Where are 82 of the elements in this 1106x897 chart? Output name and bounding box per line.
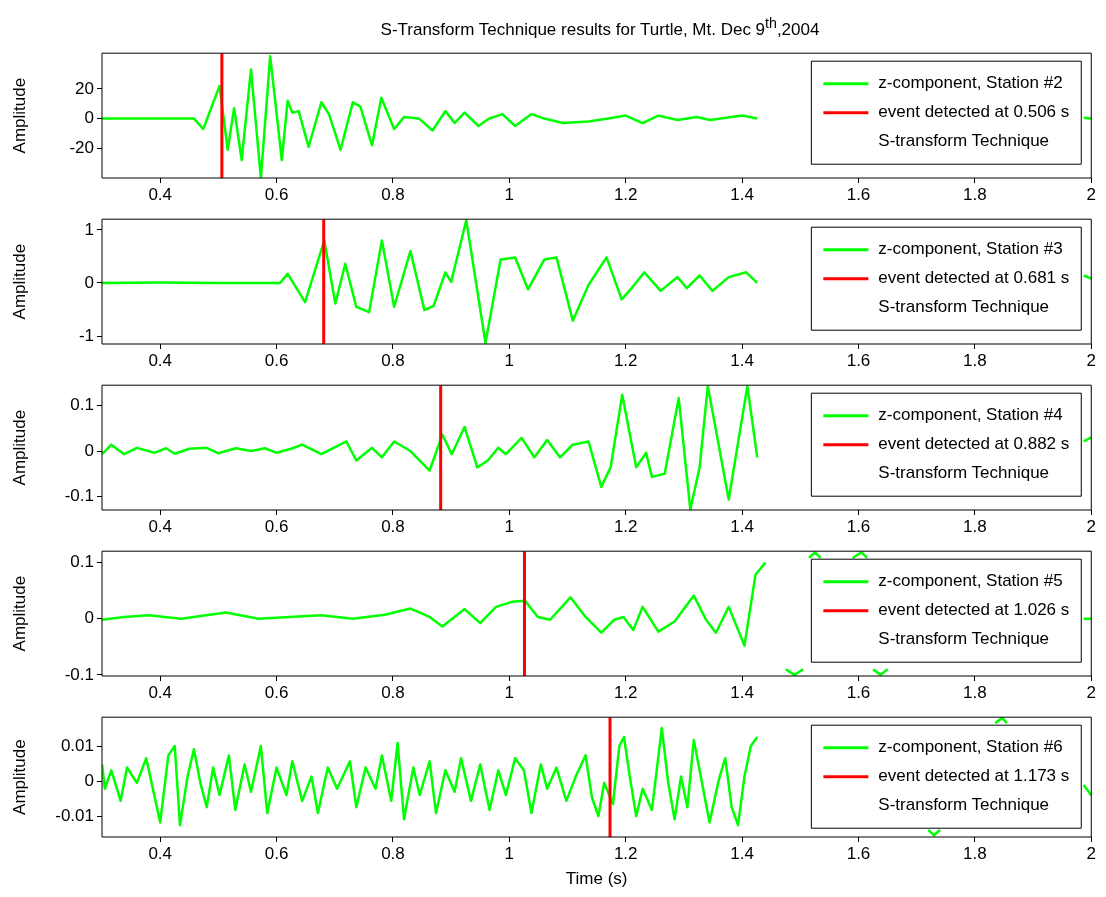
x-tick-label: 1.8 (963, 682, 987, 702)
legend-label: event detected at 1.026 s (878, 600, 1070, 620)
x-tick-label: 1.6 (846, 843, 871, 863)
y-tick-label: 0 (84, 771, 94, 791)
legend-label: event detected at 1.173 s (878, 766, 1070, 786)
x-tick-label: 0.6 (264, 843, 289, 863)
y-tick-label: 0 (84, 440, 94, 460)
y-tick-label: -0.01 (55, 805, 94, 825)
x-tick-label: 1 (504, 516, 515, 536)
x-tick-label: 0.6 (264, 516, 289, 536)
y-tick-label: -0.1 (64, 664, 94, 684)
x-tick-label: 1.6 (846, 184, 871, 204)
x-tick-label: 2 (1086, 843, 1097, 863)
y-tick-label: -20 (69, 137, 94, 157)
x-tick-label: 1.8 (963, 843, 987, 863)
annotation: S-transform Technique (878, 795, 1050, 815)
y-tick-label: 1 (84, 219, 94, 239)
x-tick-label: 1.6 (846, 350, 871, 370)
legend-label: z-component, Station #4 (878, 405, 1063, 425)
legend-label: z-component, Station #2 (878, 73, 1063, 93)
x-tick-label: 1.8 (963, 516, 987, 536)
x-tick-label: 2 (1086, 516, 1097, 536)
x-tick-label: 1.2 (613, 184, 638, 204)
y-axis-title: Amplitude (9, 739, 29, 815)
annotation: S-transform Technique (878, 463, 1050, 483)
x-tick-label: 2 (1086, 184, 1097, 204)
y-axis-title: Amplitude (9, 409, 29, 486)
legend-label: z-component, Station #3 (878, 239, 1063, 259)
x-tick-label: 1.2 (613, 350, 638, 370)
x-tick-label: 2 (1086, 350, 1097, 370)
y-tick-label: 0.1 (70, 552, 94, 572)
y-tick-label: 0.1 (70, 395, 94, 415)
y-tick-label: 0 (84, 272, 94, 292)
x-tick-label: 0.8 (381, 516, 405, 536)
x-tick-label: 0.8 (381, 843, 405, 863)
x-tick-label: 1.4 (730, 184, 754, 204)
annotation: S-transform Technique (878, 629, 1050, 649)
y-axis-title: Amplitude (9, 243, 29, 320)
x-tick-label: 0.4 (148, 682, 173, 702)
x-tick-label: 0.8 (381, 184, 405, 204)
legend-label: z-component, Station #5 (878, 571, 1063, 591)
y-tick-label: 0 (84, 108, 94, 128)
annotation: S-transform Technique (878, 131, 1050, 151)
x-tick-label: 1.4 (730, 350, 754, 370)
x-tick-label: 0.6 (264, 184, 289, 204)
x-tick-label: 1.4 (730, 843, 754, 863)
legend-label: event detected at 0.506 s (878, 102, 1070, 122)
x-tick-label: 0.6 (264, 350, 289, 370)
x-tick-label: 0.4 (148, 350, 173, 370)
y-axis-title: Amplitude (9, 575, 29, 652)
x-tick-label: 1.6 (846, 516, 871, 536)
x-tick-label: 1 (504, 184, 515, 204)
x-tick-label: 0.8 (381, 682, 405, 702)
x-tick-label: 1 (504, 350, 515, 370)
annotation: S-transform Technique (878, 297, 1050, 317)
x-tick-label: 1.4 (730, 682, 754, 702)
x-tick-label: 1.8 (963, 350, 987, 370)
x-tick-label: 0.4 (148, 843, 173, 863)
x-tick-label: 0.4 (148, 516, 173, 536)
x-tick-label: 1.4 (730, 516, 754, 536)
x-tick-label: 1.2 (613, 682, 638, 702)
x-tick-label: 1.8 (963, 184, 987, 204)
x-tick-label: 1.2 (613, 843, 638, 863)
y-tick-label: -0.1 (64, 486, 94, 506)
y-tick-label: 20 (75, 78, 94, 98)
y-tick-label: -1 (78, 325, 94, 345)
chart-title: S-Transform Technique results for Turtle, Mt. Dec 9$^{th}$,2004 (380, 15, 820, 40)
y-axis-title: Amplitude (9, 77, 29, 154)
legend-label: event detected at 0.882 s (878, 434, 1070, 454)
legend-label: event detected at 0.681 s (878, 268, 1070, 288)
y-tick-label: 0.01 (60, 736, 94, 756)
y-tick-label: 0 (84, 608, 94, 628)
x-axis-title: Time (s) (565, 869, 628, 889)
x-tick-label: 0.6 (264, 682, 289, 702)
legend-label: z-component, Station #6 (878, 737, 1063, 757)
x-tick-label: 1.2 (613, 516, 638, 536)
x-tick-label: 1 (504, 682, 515, 702)
x-tick-label: 2 (1086, 682, 1097, 702)
x-tick-label: 1.6 (846, 682, 871, 702)
x-tick-label: 1 (504, 843, 515, 863)
x-tick-label: 0.8 (381, 350, 405, 370)
x-tick-label: 0.4 (148, 184, 173, 204)
